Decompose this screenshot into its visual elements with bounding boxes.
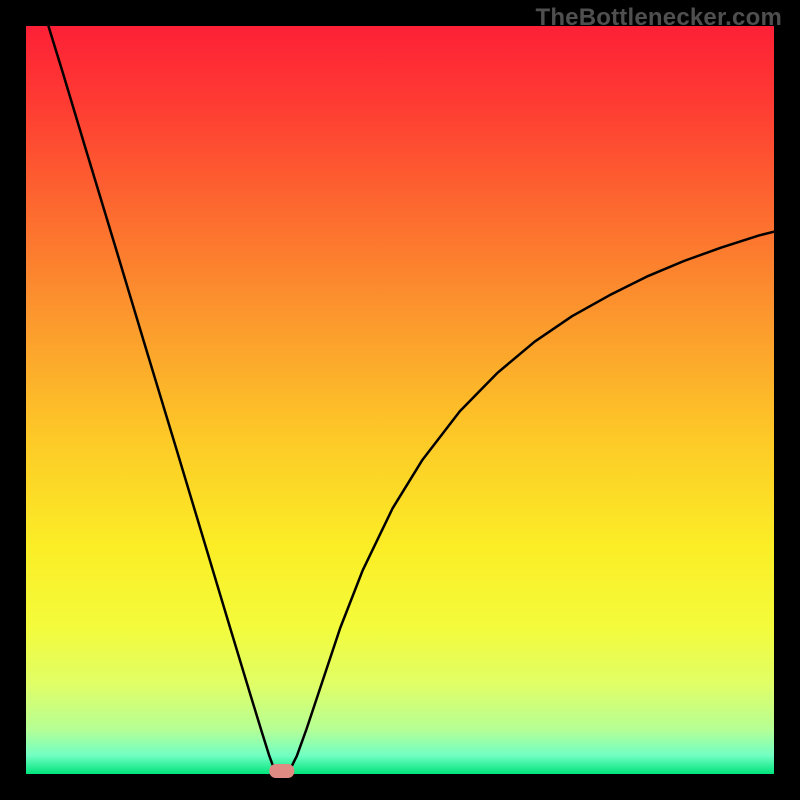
chart-stage: TheBottlenecker.com (0, 0, 800, 800)
watermark-text: TheBottlenecker.com (535, 4, 782, 32)
chart-background (26, 26, 774, 774)
bottleneck-chart (0, 0, 800, 800)
optimal-marker (270, 765, 294, 778)
